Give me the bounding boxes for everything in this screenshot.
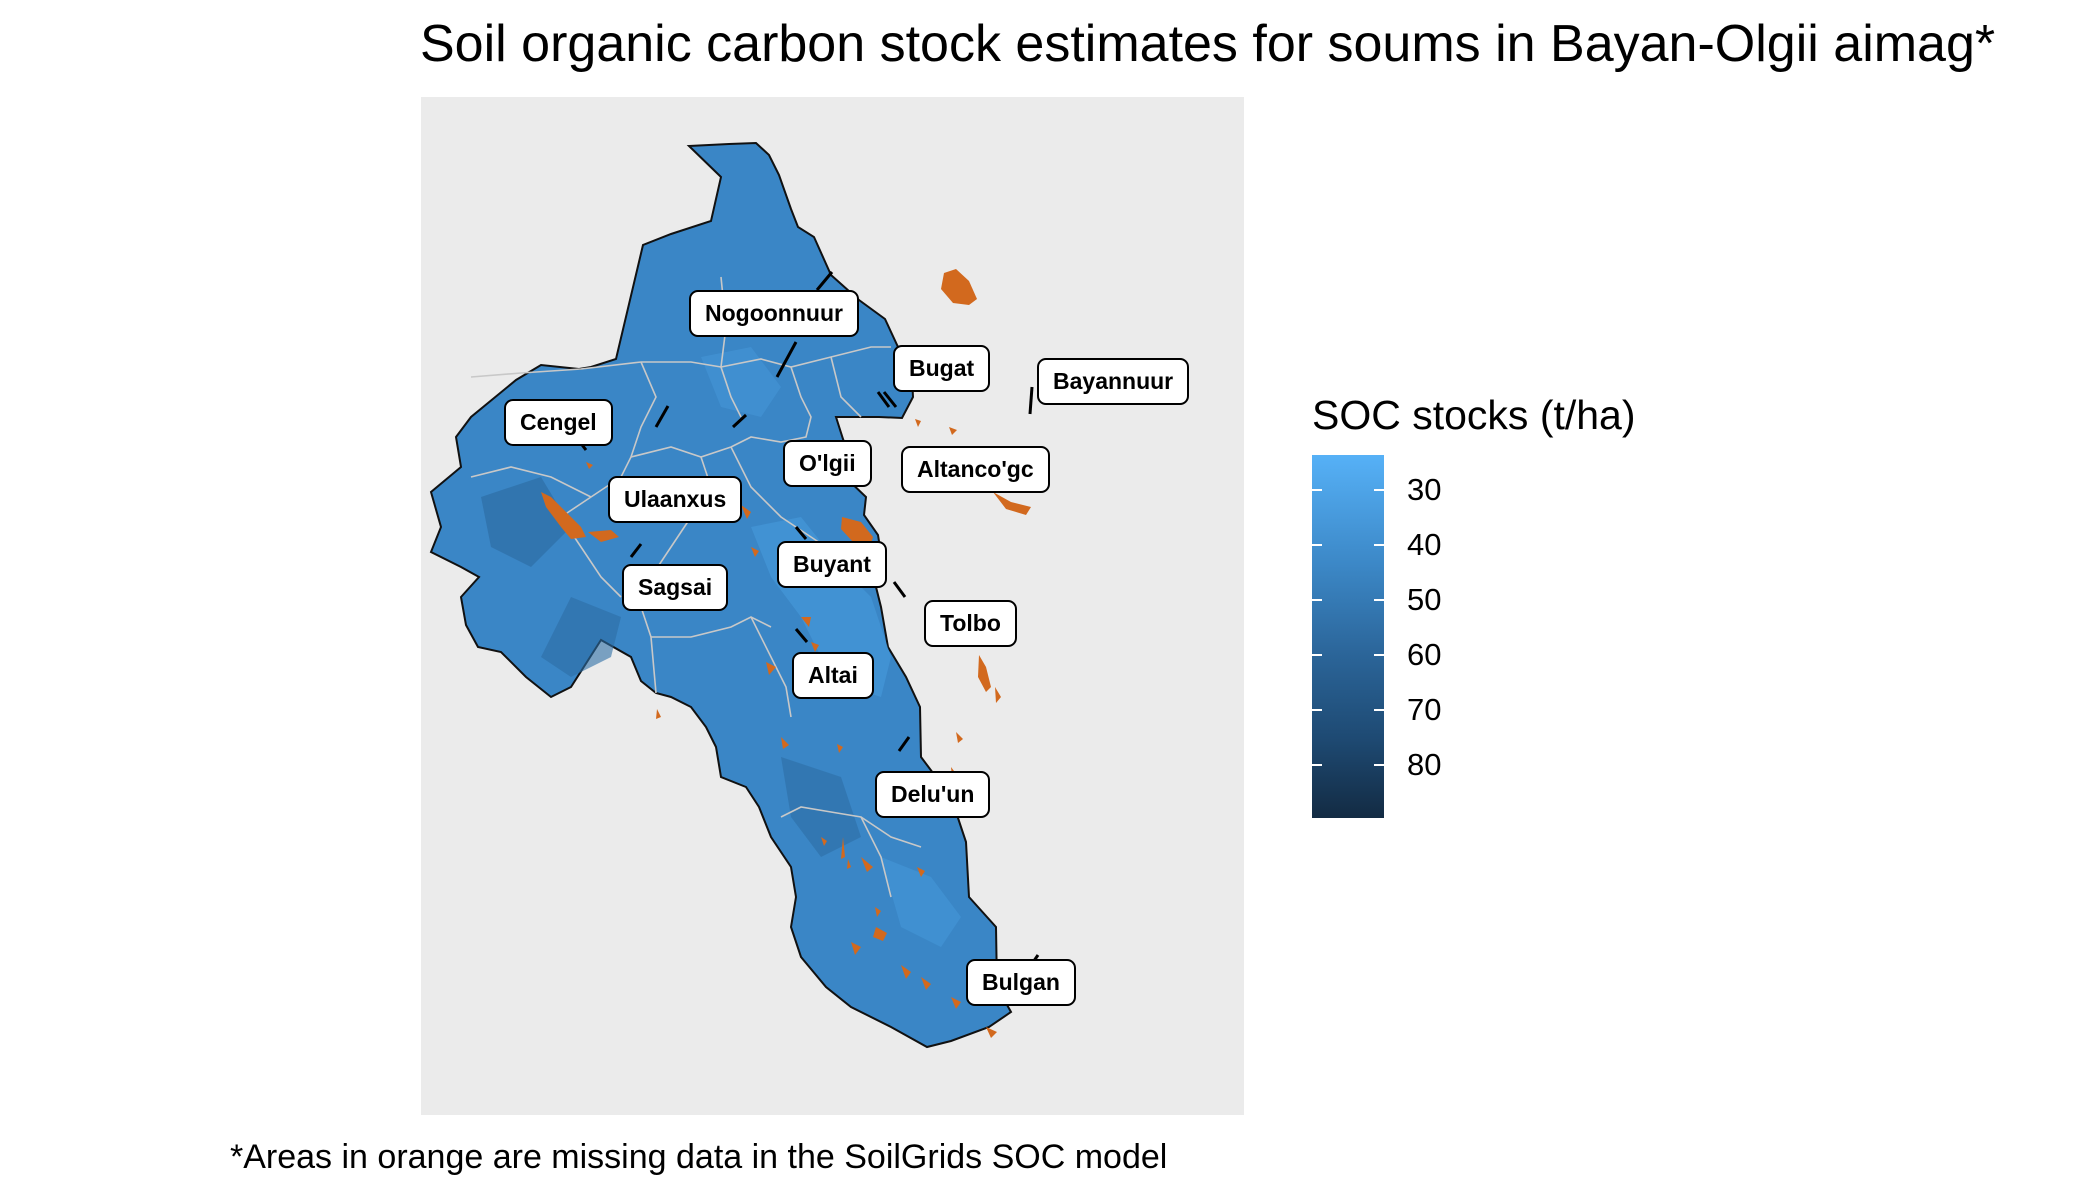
soum-label-tolbo: Tolbo — [924, 600, 1017, 647]
legend-tick-right — [1374, 764, 1384, 766]
legend-tick-left — [1312, 709, 1322, 711]
soum-label-altai: Altai — [792, 652, 874, 699]
aimag-map — [429, 141, 1040, 1049]
legend-tick-right — [1374, 544, 1384, 546]
soum-label-ulaanxus: Ulaanxus — [608, 476, 743, 523]
soum-label-olgii: O'lgii — [783, 440, 872, 487]
legend-tick-right — [1374, 489, 1384, 491]
legend-tick-label: 60 — [1407, 637, 1442, 672]
soum-label-deluun: Delu'un — [875, 771, 991, 818]
legend-tick-right — [1374, 654, 1384, 656]
map-panel — [421, 97, 1244, 1115]
soum-label-buyant: Buyant — [777, 541, 887, 588]
soum-label-nogoonnuur: Nogoonnuur — [689, 290, 859, 337]
soum-label-bugat: Bugat — [893, 345, 991, 392]
legend-tick-label: 70 — [1407, 692, 1442, 727]
soum-label-cengel: Cengel — [504, 399, 613, 446]
legend-tick-label: 80 — [1407, 747, 1442, 782]
legend-tick-left — [1312, 654, 1322, 656]
legend-title: SOC stocks (t/ha) — [1312, 392, 1636, 438]
soum-label-bulgan: Bulgan — [966, 959, 1076, 1006]
legend-tick-left — [1312, 544, 1322, 546]
legend-tick-right — [1374, 599, 1384, 601]
legend-tick-label: 50 — [1407, 582, 1442, 617]
legend-tick-label: 40 — [1407, 527, 1442, 562]
legend-tick-left — [1312, 764, 1322, 766]
soum-label-sagsai: Sagsai — [622, 564, 729, 611]
legend-tick-right — [1374, 709, 1384, 711]
soum-label-bayannuur: Bayannuur — [1037, 358, 1190, 405]
legend-colorbar — [1312, 455, 1384, 818]
footnote-caption: *Areas in orange are missing data in the… — [230, 1138, 1168, 1176]
soum-label-altancogc: Altanco'gc — [901, 446, 1050, 493]
map-title: Soil organic carbon stock estimates for … — [420, 15, 1996, 73]
legend-tick-label: 30 — [1407, 472, 1442, 507]
label-leader-lines — [574, 271, 1040, 969]
legend-tick-left — [1312, 489, 1322, 491]
legend-tick-left — [1312, 599, 1322, 601]
